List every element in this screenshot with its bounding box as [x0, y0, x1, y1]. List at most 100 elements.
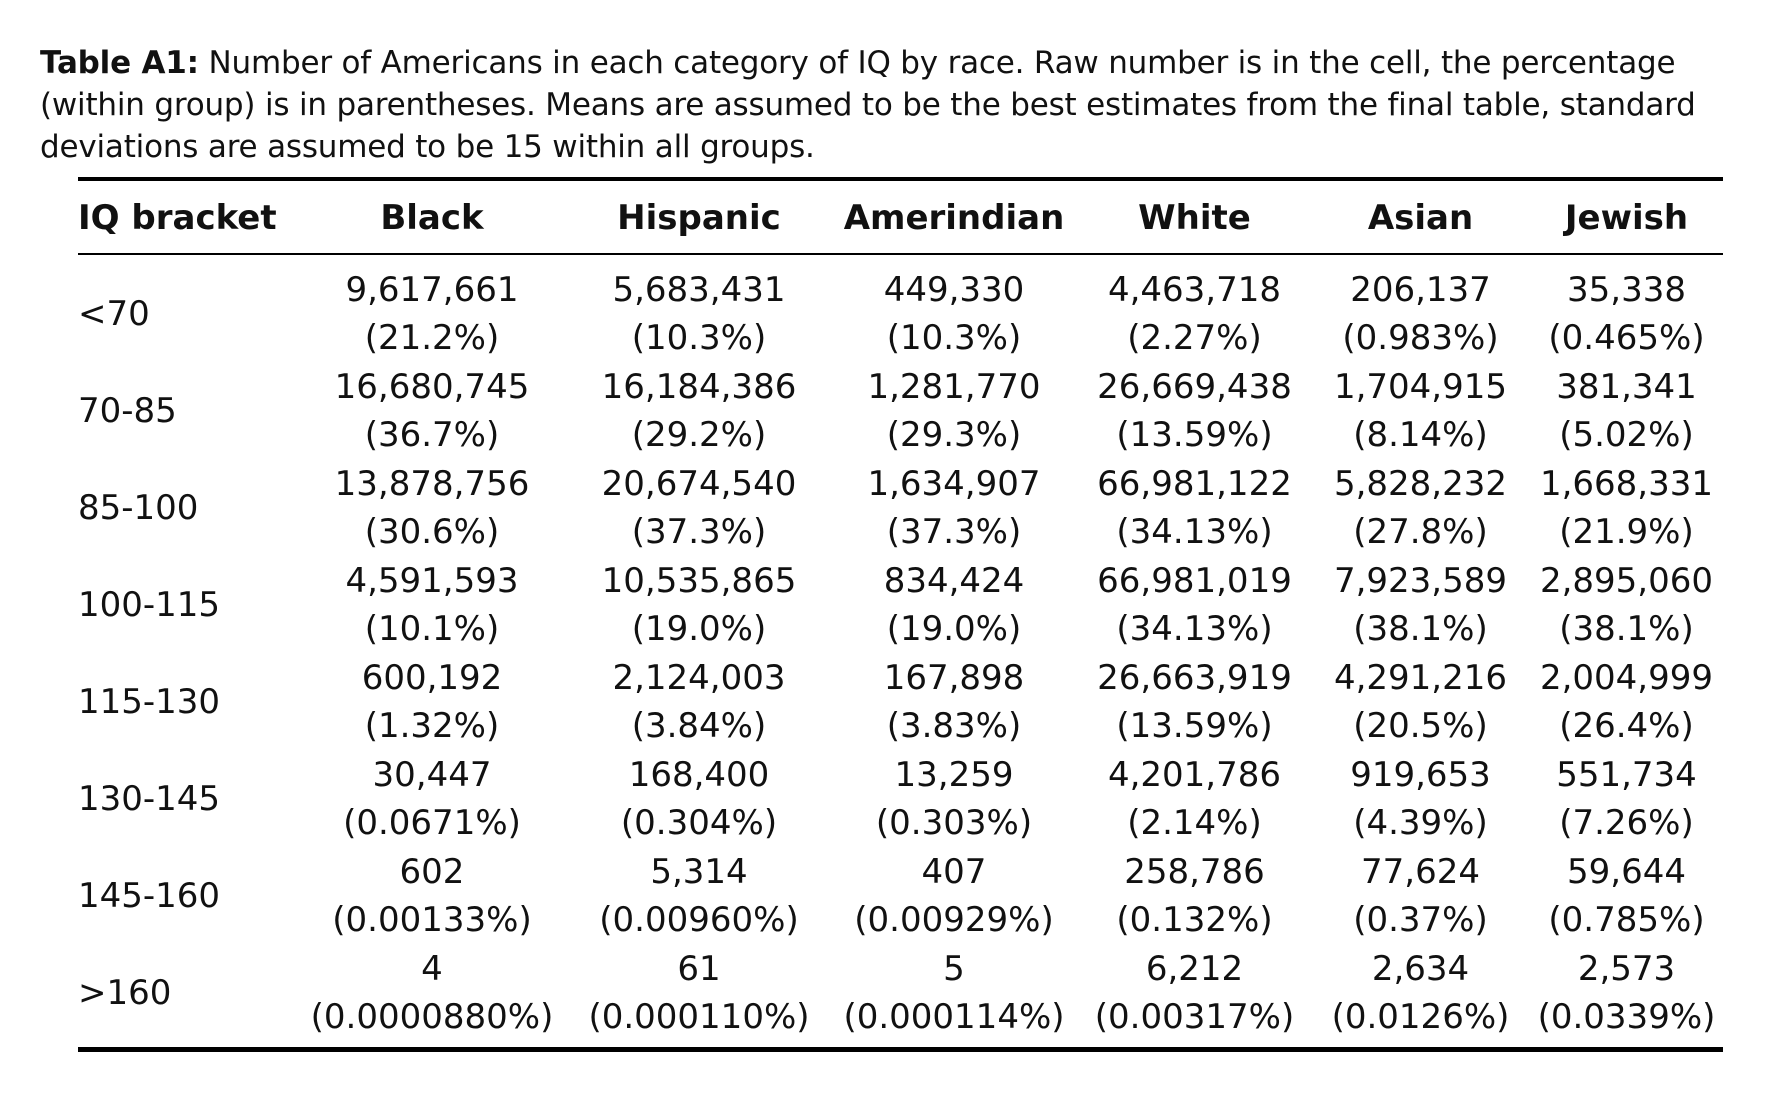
cell-percentage: (13.59%) [1116, 414, 1273, 455]
table-cell: 4,291,216 (20.5%) [1311, 653, 1530, 750]
caption-text: Number of Americans in each category of … [40, 45, 1696, 165]
cell-percentage: (27.8%) [1353, 511, 1488, 552]
cell-percentage: (0.00929%) [854, 899, 1054, 940]
column-header: Jewish [1564, 198, 1689, 238]
iq-bracket-label: >160 [78, 972, 172, 1013]
cell-percentage: (29.2%) [631, 414, 767, 455]
cell-percentage: (0.785%) [1548, 899, 1705, 940]
cell-percentage: (38.1%) [1559, 608, 1694, 649]
table-cell: 602 (0.00133%) [296, 847, 568, 944]
table-cell: 13,878,756 (30.6%) [296, 459, 568, 556]
iq-bracket-label: 70-85 [78, 390, 177, 431]
table-cell: 2,634 (0.0126%) [1311, 944, 1530, 1041]
table-cell: 16,184,386 (29.2%) [568, 362, 830, 459]
cell-percentage: (0.0126%) [1331, 996, 1510, 1037]
cell-percentage: (0.304%) [620, 802, 778, 843]
table-cell: 4,591,593 (10.1%) [296, 556, 568, 653]
table-cell: 16,680,745 (36.7%) [296, 362, 568, 459]
cell-percentage: (10.3%) [631, 317, 767, 358]
cell-percentage: (0.303%) [875, 802, 1033, 843]
cell-count: 9,617,661 [345, 269, 519, 310]
iq-bracket-label: 130-145 [78, 778, 221, 819]
cell-count: 7,923,589 [1333, 560, 1508, 601]
cell-count: 5,683,431 [612, 269, 786, 310]
cell-count: 10,535,865 [601, 560, 797, 601]
table-cell: 168,400 (0.304%) [568, 750, 830, 847]
table-row: 115-130 600,192 (1.32%) 2,124,003 (3.84%) 167… [78, 653, 1723, 750]
table-cell: 66,981,019 (34.13%) [1078, 556, 1311, 653]
cell-percentage: (3.84%) [631, 705, 767, 746]
table-cell: 30,447 (0.0671%) [296, 750, 568, 847]
cell-percentage: (37.3%) [886, 511, 1022, 552]
cell-percentage: (2.14%) [1127, 802, 1262, 843]
cell-percentage: (4.39%) [1353, 802, 1488, 843]
cell-percentage: (0.983%) [1342, 317, 1499, 358]
table-cell: 4,201,786 (2.14%) [1078, 750, 1311, 847]
table-cell: 6,212 (0.00317%) [1078, 944, 1311, 1041]
table-cell: 5,828,232 (27.8%) [1311, 459, 1530, 556]
cell-count: 4,591,593 [345, 560, 519, 601]
cell-count: 2,895,060 [1539, 560, 1714, 601]
table-row: 130-145 30,447 (0.0671%) 168,400 (0.304%) 13,… [78, 750, 1723, 847]
cell-count: 26,663,919 [1097, 657, 1292, 698]
cell-count: 2,573 [1577, 948, 1676, 989]
cell-count: 551,734 [1556, 754, 1697, 795]
cell-percentage: (3.83%) [886, 705, 1022, 746]
cell-percentage: (34.13%) [1116, 511, 1273, 552]
cell-count: 16,184,386 [601, 366, 797, 407]
cell-count: 919,653 [1350, 754, 1491, 795]
cell-count: 4 [421, 948, 443, 989]
table-row: <70 9,617,661 (21.2%) 5,683,431 (10.3%) 449,3… [78, 253, 1723, 362]
cell-count: 77,624 [1361, 851, 1480, 892]
table-cell: 26,669,438 (13.59%) [1078, 362, 1311, 459]
column-header: White [1138, 198, 1251, 238]
iq-bracket-label: 145-160 [78, 875, 221, 916]
cell-percentage: (21.9%) [1559, 511, 1694, 552]
cell-percentage: (0.000110%) [588, 996, 810, 1037]
table-cell: 77,624 (0.37%) [1311, 847, 1530, 944]
table-cell: 2,895,060 (38.1%) [1530, 556, 1723, 653]
cell-percentage: (0.00960%) [599, 899, 799, 940]
table-cell: 1,281,770 (29.3%) [830, 362, 1078, 459]
cell-percentage: (7.26%) [1559, 802, 1694, 843]
cell-count: 381,341 [1556, 366, 1697, 407]
cell-count: 167,898 [883, 657, 1025, 698]
bottom-rule [78, 1047, 1723, 1052]
cell-percentage: (10.3%) [886, 317, 1022, 358]
cell-count: 5,828,232 [1333, 463, 1508, 504]
cell-percentage: (36.7%) [364, 414, 500, 455]
table-cell: 2,124,003 (3.84%) [568, 653, 830, 750]
table-cell: 4,463,718 (2.27%) [1078, 253, 1311, 362]
cell-count: 2,124,003 [612, 657, 786, 698]
cell-count: 61 [677, 948, 721, 989]
table-cell: 258,786 (0.132%) [1078, 847, 1311, 944]
table-cell: 1,668,331 (21.9%) [1530, 459, 1723, 556]
table-cell: 381,341 (5.02%) [1530, 362, 1723, 459]
table-row: 70-85 16,680,745 (36.7%) 16,184,386 (29.2%) 1… [78, 362, 1723, 459]
cell-count: 66,981,019 [1097, 560, 1292, 601]
cell-count: 5,314 [650, 851, 748, 892]
cell-count: 59,644 [1567, 851, 1686, 892]
table-cell: 5 (0.000114%) [830, 944, 1078, 1041]
table-cell: 5,683,431 (10.3%) [568, 253, 830, 362]
table-cell: 66,981,122 (34.13%) [1078, 459, 1311, 556]
cell-count: 26,669,438 [1097, 366, 1292, 407]
cell-percentage: (21.2%) [364, 317, 500, 358]
cell-percentage: (8.14%) [1353, 414, 1488, 455]
cell-count: 66,981,122 [1097, 463, 1292, 504]
cell-percentage: (38.1%) [1353, 608, 1488, 649]
cell-percentage: (13.59%) [1116, 705, 1273, 746]
cell-percentage: (37.3%) [631, 511, 767, 552]
column-header: Black [380, 198, 484, 238]
cell-percentage: (30.6%) [364, 511, 500, 552]
cell-count: 1,704,915 [1333, 366, 1508, 407]
cell-count: 4,463,718 [1107, 269, 1282, 310]
caption-label: Table A1: [40, 45, 199, 81]
cell-count: 1,668,331 [1539, 463, 1714, 504]
cell-count: 602 [399, 851, 465, 892]
cell-percentage: (19.0%) [886, 608, 1022, 649]
cell-percentage: (0.0339%) [1537, 996, 1716, 1037]
table-cell: 834,424 (19.0%) [830, 556, 1078, 653]
column-header: IQ bracket [78, 198, 277, 238]
top-rule [78, 177, 1723, 181]
